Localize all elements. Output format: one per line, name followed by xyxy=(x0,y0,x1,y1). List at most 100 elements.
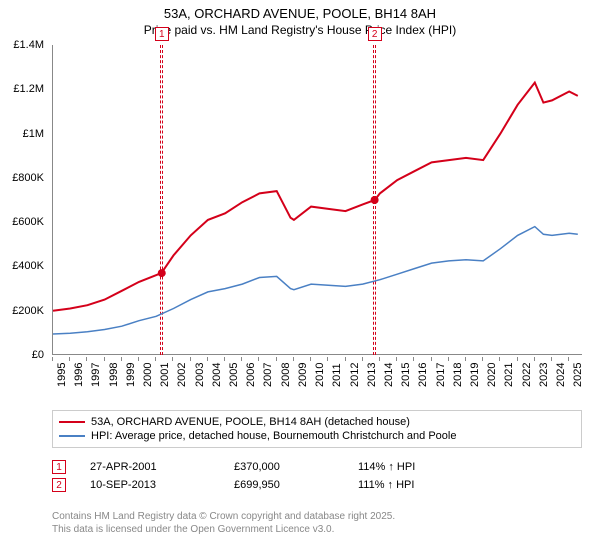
transaction-row: 1 27-APR-2001 £370,000 114% ↑ HPI xyxy=(52,458,582,476)
x-axis-tick-label: 2010 xyxy=(314,363,326,387)
y-axis-tick-label: £1.4M xyxy=(13,39,44,51)
x-axis-tick xyxy=(155,357,156,361)
x-axis-tick xyxy=(104,357,105,361)
x-axis-tick xyxy=(86,357,87,361)
x-axis-tick-label: 1996 xyxy=(73,363,85,387)
chart-svg xyxy=(53,45,583,355)
x-axis-tick xyxy=(534,357,535,361)
x-axis-tick-label: 2024 xyxy=(555,363,567,387)
x-axis-tick-label: 2020 xyxy=(486,363,498,387)
footer-attribution: Contains HM Land Registry data © Crown c… xyxy=(52,510,395,536)
x-axis-tick-label: 2016 xyxy=(417,363,429,387)
x-axis-tick xyxy=(327,357,328,361)
x-axis-tick xyxy=(190,357,191,361)
x-axis-tick xyxy=(362,357,363,361)
x-axis-tick xyxy=(499,357,500,361)
x-axis-tick-label: 2003 xyxy=(194,363,206,387)
x-axis-tick xyxy=(379,357,380,361)
y-axis-tick-label: £600K xyxy=(12,216,44,228)
chart-container: 53A, ORCHARD AVENUE, POOLE, BH14 8AH Pri… xyxy=(0,0,600,560)
legend-label: HPI: Average price, detached house, Bour… xyxy=(91,430,456,442)
x-axis-tick-label: 2007 xyxy=(262,363,274,387)
legend-box: 53A, ORCHARD AVENUE, POOLE, BH14 8AH (de… xyxy=(52,410,582,448)
x-axis-tick-label: 1998 xyxy=(108,363,120,387)
x-axis-tick xyxy=(396,357,397,361)
transaction-marker: 1 xyxy=(52,460,66,474)
x-axis-tick-label: 2023 xyxy=(538,363,550,387)
x-axis-tick-label: 2009 xyxy=(297,363,309,387)
transaction-hpi: 111% ↑ HPI xyxy=(358,479,458,491)
y-axis-tick-label: £200K xyxy=(12,305,44,317)
footer-line-2: This data is licensed under the Open Gov… xyxy=(52,523,395,536)
x-axis-tick-label: 2012 xyxy=(349,363,361,387)
vertical-marker-label: 1 xyxy=(155,27,169,41)
x-axis-tick xyxy=(52,357,53,361)
x-axis-tick xyxy=(568,357,569,361)
y-axis-tick-label: £1.2M xyxy=(13,83,44,95)
x-axis-tick xyxy=(172,357,173,361)
x-axis-tick-label: 2001 xyxy=(159,363,171,387)
x-axis-tick xyxy=(293,357,294,361)
series-line-hpi xyxy=(53,227,578,334)
x-axis-tick-label: 1999 xyxy=(125,363,137,387)
x-axis-tick xyxy=(207,357,208,361)
x-axis-tick-label: 2005 xyxy=(228,363,240,387)
transaction-hpi: 114% ↑ HPI xyxy=(358,461,458,473)
y-axis-tick-label: £1M xyxy=(23,128,44,140)
transaction-row: 2 10-SEP-2013 £699,950 111% ↑ HPI xyxy=(52,476,582,494)
x-axis-tick-label: 2015 xyxy=(400,363,412,387)
transaction-date: 10-SEP-2013 xyxy=(90,479,210,491)
x-axis-tick xyxy=(224,357,225,361)
x-axis-tick-label: 2017 xyxy=(435,363,447,387)
x-axis-tick-label: 2004 xyxy=(211,363,223,387)
legend-swatch xyxy=(59,421,85,423)
x-axis-tick-label: 2022 xyxy=(521,363,533,387)
transaction-price: £699,950 xyxy=(234,479,334,491)
y-axis-tick-label: £0 xyxy=(32,349,44,361)
x-axis-tick xyxy=(345,357,346,361)
legend-swatch xyxy=(59,435,85,437)
x-axis-tick xyxy=(448,357,449,361)
series-marker xyxy=(158,269,166,277)
x-axis-tick-label: 2014 xyxy=(383,363,395,387)
x-axis-tick xyxy=(121,357,122,361)
x-axis-tick-label: 2021 xyxy=(503,363,515,387)
x-axis-tick-label: 2025 xyxy=(572,363,584,387)
x-axis-tick xyxy=(258,357,259,361)
x-axis-tick xyxy=(138,357,139,361)
x-axis-tick xyxy=(241,357,242,361)
x-axis-tick-label: 2008 xyxy=(280,363,292,387)
chart-area: £0£200K£400K£600K£800K£1M£1.2M£1.4M 12 1… xyxy=(0,37,600,397)
y-axis-tick-label: £400K xyxy=(12,260,44,272)
footer-line-1: Contains HM Land Registry data © Crown c… xyxy=(52,510,395,523)
x-axis-tick-label: 2002 xyxy=(176,363,188,387)
transaction-marker: 2 xyxy=(52,478,66,492)
x-axis-tick xyxy=(431,357,432,361)
legend-row: 53A, ORCHARD AVENUE, POOLE, BH14 8AH (de… xyxy=(59,415,575,429)
x-axis-tick xyxy=(310,357,311,361)
transaction-price: £370,000 xyxy=(234,461,334,473)
x-axis-tick xyxy=(276,357,277,361)
x-axis-tick xyxy=(69,357,70,361)
x-axis-tick-label: 2011 xyxy=(331,363,343,387)
x-axis-tick-label: 1997 xyxy=(90,363,102,387)
x-axis-tick xyxy=(551,357,552,361)
x-axis-tick-label: 2018 xyxy=(452,363,464,387)
x-axis-tick-label: 1995 xyxy=(56,363,68,387)
chart-title: 53A, ORCHARD AVENUE, POOLE, BH14 8AH xyxy=(0,6,600,21)
x-axis-tick xyxy=(465,357,466,361)
transaction-table: 1 27-APR-2001 £370,000 114% ↑ HPI 2 10-SEP-20… xyxy=(52,458,582,494)
series-marker xyxy=(371,196,379,204)
x-axis-tick-label: 2006 xyxy=(245,363,257,387)
x-axis-tick xyxy=(482,357,483,361)
y-axis-labels: £0£200K£400K£600K£800K£1M£1.2M£1.4M xyxy=(0,45,48,355)
vertical-marker-label: 2 xyxy=(368,27,382,41)
transaction-date: 27-APR-2001 xyxy=(90,461,210,473)
legend-row: HPI: Average price, detached house, Bour… xyxy=(59,429,575,443)
chart-subtitle: Price paid vs. HM Land Registry's House … xyxy=(0,23,600,37)
x-axis-tick-label: 2019 xyxy=(469,363,481,387)
legend-label: 53A, ORCHARD AVENUE, POOLE, BH14 8AH (de… xyxy=(91,416,410,428)
series-line-price_paid xyxy=(53,83,578,311)
x-axis-tick-label: 2013 xyxy=(366,363,378,387)
x-axis-tick-label: 2000 xyxy=(142,363,154,387)
